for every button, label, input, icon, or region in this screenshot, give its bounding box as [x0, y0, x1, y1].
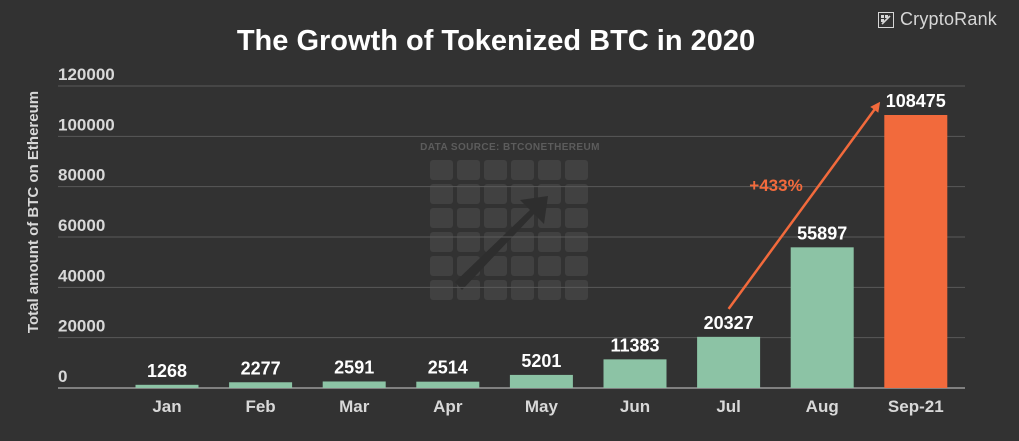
x-tick-label: Apr [433, 397, 463, 416]
watermark-cell [457, 208, 480, 228]
bar [603, 359, 667, 388]
x-tick-label: Feb [245, 397, 275, 416]
watermark-cell [565, 160, 588, 180]
watermark-cell [565, 184, 588, 204]
data-label: 11383 [610, 335, 659, 355]
data-label: 2277 [241, 358, 281, 378]
brand-name: CryptoRank [899, 9, 997, 29]
x-tick-label: Jun [620, 397, 650, 416]
watermark-cell [538, 160, 561, 180]
btconethereum-logo-icon [430, 160, 588, 300]
data-label: 55897 [797, 223, 847, 243]
x-tick-label: Jul [716, 397, 741, 416]
watermark-cell [565, 232, 588, 252]
bar [509, 374, 573, 388]
data-label: 2514 [428, 358, 468, 378]
y-tick-label: 120000 [58, 65, 115, 84]
watermark-cell [538, 280, 561, 300]
watermark-cell [511, 232, 534, 252]
watermark-cell [538, 232, 561, 252]
watermark-arrow [455, 196, 548, 290]
y-tick-label: 20000 [58, 317, 105, 336]
watermark-cell [511, 256, 534, 276]
y-tick-label: 80000 [58, 166, 105, 185]
bar [790, 247, 854, 388]
watermark-cell [457, 160, 480, 180]
y-tick-label: 60000 [58, 216, 105, 235]
watermark-cell [457, 184, 480, 204]
data-label: 5201 [521, 351, 561, 371]
watermark-cell [538, 256, 561, 276]
x-tick-label: Mar [339, 397, 370, 416]
watermark-cell [484, 256, 507, 276]
x-tick-label: Jan [152, 397, 181, 416]
watermark-cell [430, 208, 453, 228]
watermark-source-text: DATA SOURCE: BTCONETHEREUM [420, 142, 600, 153]
growth-percentage-label: +433% [749, 176, 802, 195]
bar [416, 381, 480, 388]
watermark-cell [457, 232, 480, 252]
watermark-cell [511, 280, 534, 300]
bar [697, 336, 761, 388]
chart-title: The Growth of Tokenized BTC in 2020 [237, 25, 755, 57]
y-tick-label: 40000 [58, 266, 105, 285]
y-axis-label: Total amount of BTC on Ethereum [25, 91, 42, 333]
watermark-cell [565, 208, 588, 228]
watermark-cell [484, 280, 507, 300]
growth-arrow [727, 101, 881, 310]
bar [135, 384, 199, 388]
watermark-cell [484, 208, 507, 228]
watermark-cell [430, 232, 453, 252]
cryptorank-logo-icon [877, 11, 894, 28]
watermark-cell [565, 256, 588, 276]
x-tick-label: May [525, 397, 559, 416]
watermark-cell [484, 184, 507, 204]
data-label: 108475 [886, 91, 946, 111]
y-tick-label: 0 [58, 367, 67, 386]
bar [322, 381, 386, 388]
data-label: 2591 [334, 357, 374, 377]
watermark-cell [430, 160, 453, 180]
data-label: 1268 [147, 361, 187, 381]
y-tick-label: 100000 [58, 115, 115, 134]
watermark-cell [511, 160, 534, 180]
brand: CryptoRank [877, 9, 997, 30]
watermark-cell [484, 160, 507, 180]
bar [229, 382, 293, 388]
x-tick-label: Sep-21 [888, 397, 944, 416]
watermark-cell [430, 280, 453, 300]
watermark-cell [430, 184, 453, 204]
bar [884, 115, 948, 389]
watermark-cell [565, 280, 588, 300]
x-tick-label: Aug [806, 397, 839, 416]
watermark-cell [430, 256, 453, 276]
data-label: 20327 [704, 313, 754, 333]
